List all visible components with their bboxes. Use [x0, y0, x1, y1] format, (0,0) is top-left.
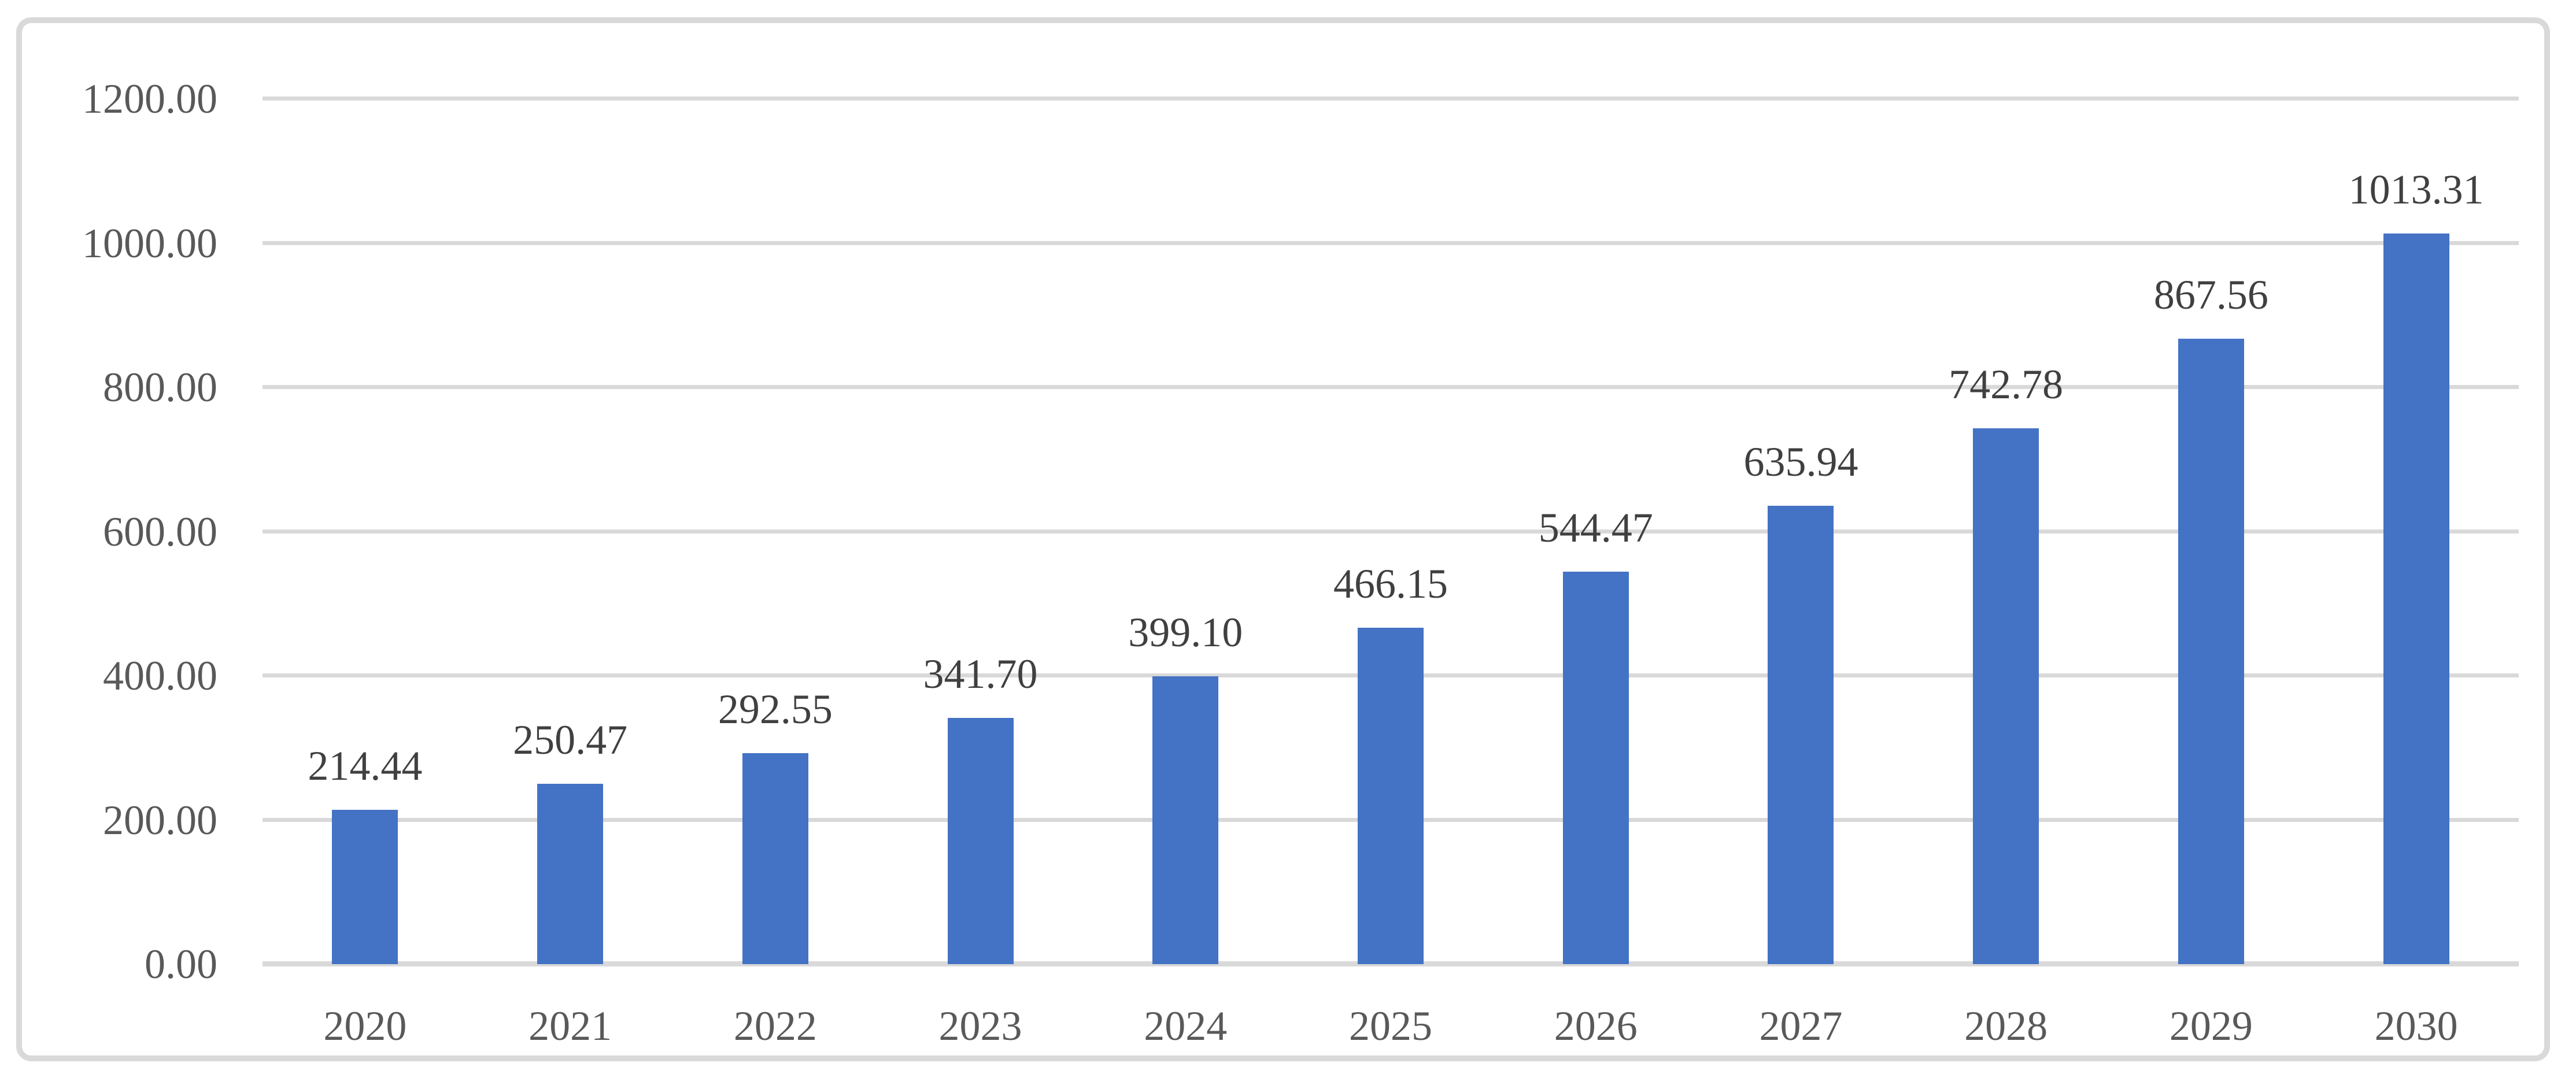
gridline [263, 97, 2519, 101]
bar-2029 [2178, 338, 2244, 964]
y-axis-tick-labels: 1200.00 1000.00 800.00 600.00 400.00 200.00 0.… [74, 78, 217, 985]
bar-2030 [2383, 233, 2449, 964]
gridline [263, 240, 2519, 245]
bar-value-label: 341.70 [923, 650, 1038, 697]
gridline [263, 529, 2519, 534]
y-tick-label: 1000.00 [82, 220, 217, 266]
bar-2025 [1358, 628, 1424, 964]
y-tick-label: 200.00 [103, 797, 217, 843]
bar-value-label: 250.47 [513, 716, 628, 763]
bar-2027 [1768, 505, 1834, 964]
bar-value-label: 867.56 [2153, 271, 2268, 318]
x-tick-label-2029: 2029 [2169, 1003, 2253, 1049]
bar-2026 [1562, 571, 1629, 964]
bar-value-label: 544.47 [1538, 504, 1653, 551]
bar-2028 [1973, 428, 2039, 964]
y-tick-label: 1200.00 [82, 76, 217, 122]
x-tick-label-2022: 2022 [733, 1003, 817, 1049]
bar-value-label: 635.94 [1743, 438, 1858, 485]
bar-value-label: 742.78 [1949, 361, 2064, 408]
y-tick-label: 600.00 [103, 508, 217, 555]
plot-area: 214.44 250.47 292.55 341.70 399.10 466.15 544.… [263, 97, 2519, 966]
y-tick-label: 400.00 [103, 653, 217, 699]
x-tick-label-2020: 2020 [323, 1003, 407, 1049]
x-tick-label-2025: 2025 [1349, 1003, 1432, 1049]
x-tick-label-2027: 2027 [1759, 1003, 1843, 1049]
y-tick-label: 800.00 [103, 364, 217, 410]
x-tick-label-2023: 2023 [938, 1003, 1022, 1049]
x-tick-label-2030: 2030 [2374, 1003, 2458, 1049]
bar-2023 [947, 717, 1014, 964]
gridline [263, 385, 2519, 390]
x-tick-label-2021: 2021 [528, 1003, 612, 1049]
bar-2024 [1152, 676, 1219, 964]
x-tick-label-2026: 2026 [1554, 1003, 1638, 1049]
bar-value-label: 399.10 [1128, 609, 1243, 656]
x-tick-label-2028: 2028 [1964, 1003, 2048, 1049]
bar-2022 [742, 753, 808, 964]
x-axis-category-labels: 2020 2021 2022 2023 2024 2025 2026 2027 2028 2029… [263, 1005, 2519, 1057]
bar-2020 [332, 809, 398, 964]
bar-value-label: 1013.31 [2348, 166, 2484, 213]
bar-value-label: 292.55 [718, 686, 833, 733]
x-tick-label-2024: 2024 [1144, 1003, 1228, 1049]
bar-value-label: 466.15 [1333, 561, 1448, 608]
bar-2021 [537, 783, 604, 964]
y-tick-label: 0.00 [145, 941, 217, 987]
chart-frame: 1200.00 1000.00 800.00 600.00 400.00 200.00 0.… [16, 17, 2550, 1061]
bar-value-label: 214.44 [308, 742, 423, 789]
